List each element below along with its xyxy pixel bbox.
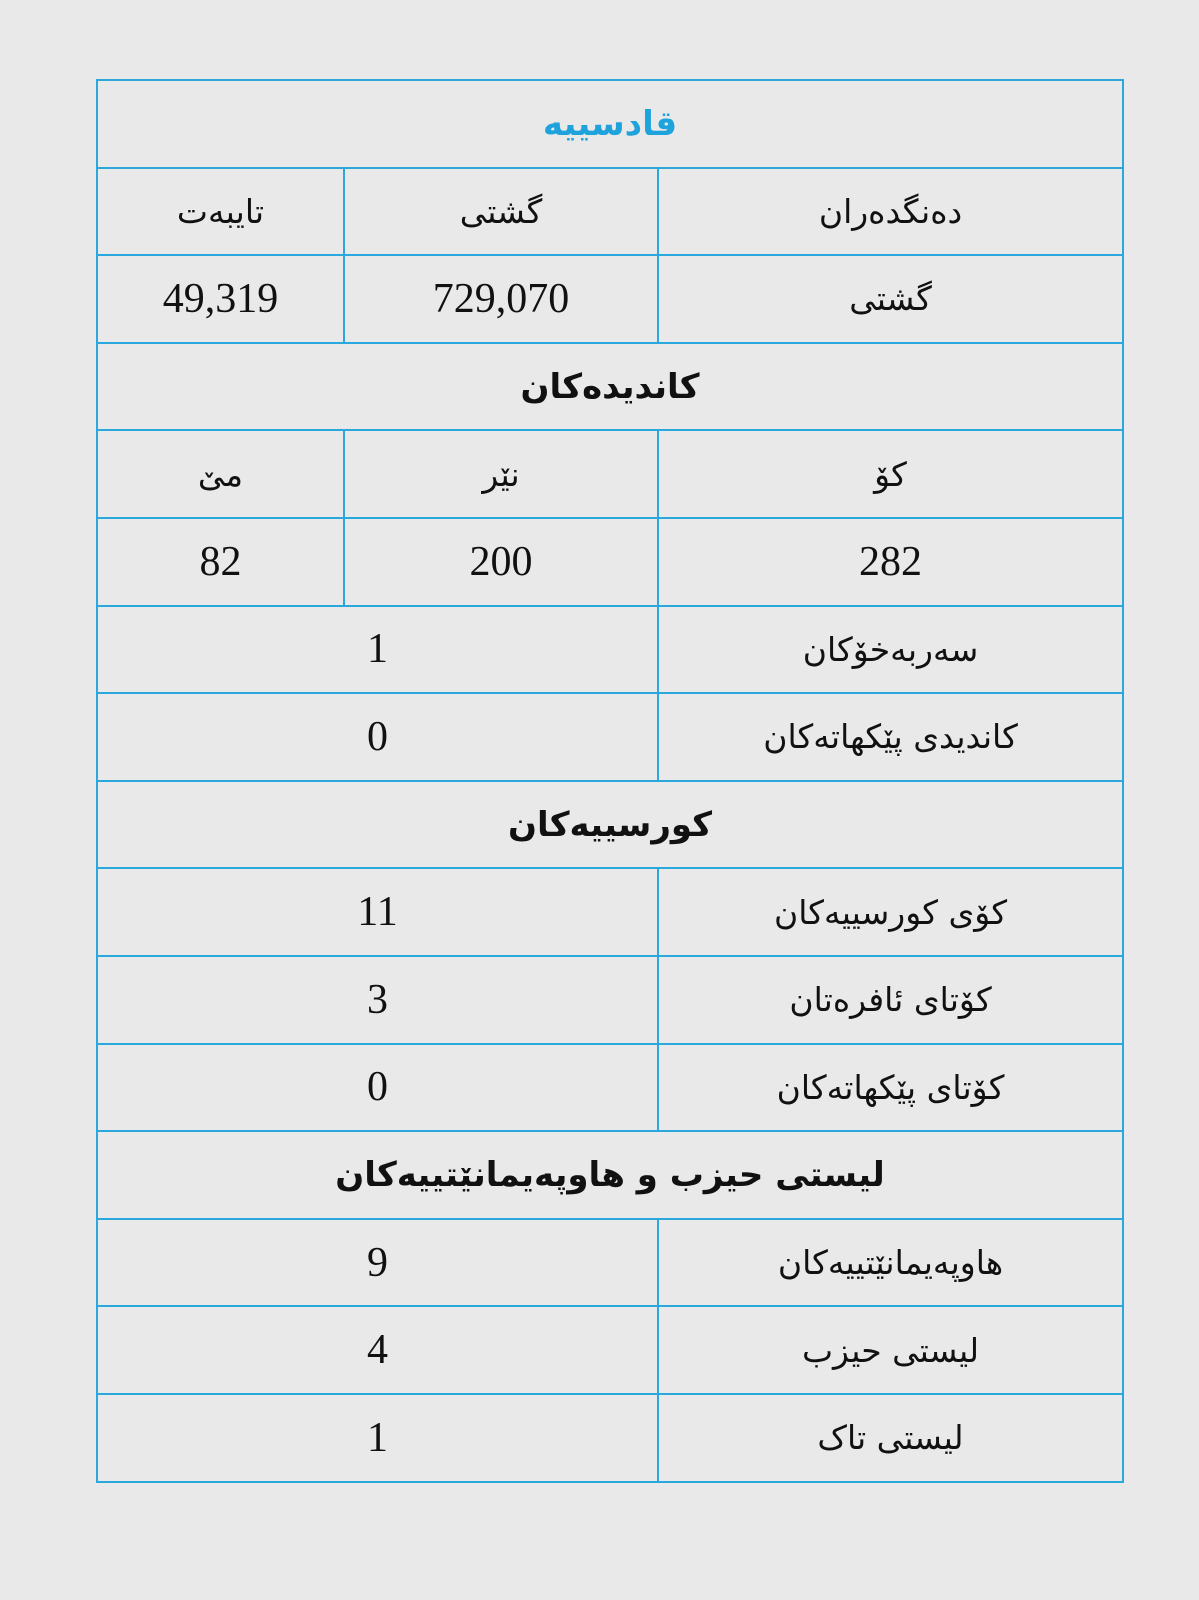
header-female: مێ [96, 429, 345, 519]
results-table: قادسییە تایبەت گشتی دەنگدەران 49,319 729… [95, 79, 1125, 1483]
value: 9 [96, 1217, 659, 1308]
value: 0 [96, 692, 659, 782]
row-label: کۆتای ئافرەتان [656, 954, 1125, 1045]
total-voters-value: 729,070 [343, 254, 659, 344]
header-special: تایبەت [96, 166, 345, 257]
table-row: 4 لیستی حیزب [96, 1305, 1125, 1395]
page-title: قادسییە [95, 79, 1125, 169]
row-label: کاندیدی پێکهاتەکان [656, 692, 1125, 782]
sum-value: 282 [656, 516, 1125, 607]
table-row: 49,319 729,070 گشتی [96, 254, 1125, 344]
table-row: 1 سەربەخۆکان [96, 604, 1125, 695]
male-value: 200 [343, 516, 659, 607]
special-voters-value: 49,319 [96, 254, 345, 344]
row-label: کۆی کورسییەکان [656, 867, 1125, 957]
table-row: 0 کاندیدی پێکهاتەکان [96, 692, 1125, 782]
table-row: مێ نێر کۆ [96, 429, 1125, 519]
table-row: 11 کۆی کورسییەکان [96, 867, 1125, 957]
female-value: 82 [96, 516, 345, 607]
section-row: کورسییەکان [95, 779, 1125, 870]
title-row: قادسییە [95, 79, 1125, 169]
row-label: سەربەخۆکان [656, 604, 1125, 695]
section-heading: کاندیدەکان [95, 341, 1125, 432]
value: 1 [96, 604, 659, 695]
header-sum: کۆ [656, 429, 1125, 519]
header-total: گشتی [343, 166, 659, 257]
table-row: 82 200 282 [96, 516, 1125, 607]
section-row: لیستی حیزب و هاوپەیمانێتییەکان [95, 1130, 1125, 1220]
header-male: نێر [343, 429, 659, 519]
section-heading: لیستی حیزب و هاوپەیمانێتییەکان [95, 1130, 1125, 1220]
row-label: کۆتای پێکهاتەکان [656, 1042, 1125, 1133]
section-heading: کورسییەکان [95, 779, 1125, 870]
table-row: تایبەت گشتی دەنگدەران [96, 166, 1125, 257]
section-row: کاندیدەکان [95, 341, 1125, 432]
table-row: 3 کۆتای ئافرەتان [96, 954, 1125, 1045]
value: 4 [96, 1305, 659, 1395]
row-label: هاوپەیمانێتییەکان [656, 1217, 1125, 1308]
row-label: گشتی [656, 254, 1125, 344]
value: 11 [96, 867, 659, 957]
value: 0 [96, 1042, 659, 1133]
header-voters: دەنگدەران [656, 166, 1125, 257]
table-row: 1 لیستی تاک [96, 1392, 1125, 1483]
row-label: لیستی تاک [656, 1392, 1125, 1483]
value: 3 [96, 954, 659, 1045]
table-row: 0 کۆتای پێکهاتەکان [96, 1042, 1125, 1133]
row-label: لیستی حیزب [656, 1305, 1125, 1395]
table-row: 9 هاوپەیمانێتییەکان [96, 1217, 1125, 1308]
value: 1 [96, 1392, 659, 1483]
